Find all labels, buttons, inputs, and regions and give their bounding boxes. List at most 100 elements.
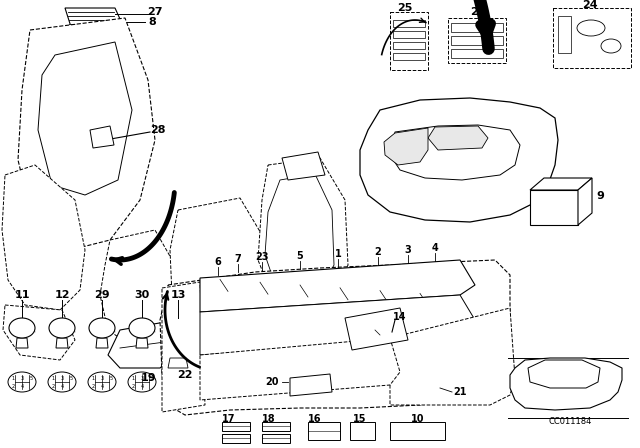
Polygon shape — [96, 338, 108, 348]
Text: 6: 6 — [214, 257, 221, 267]
Polygon shape — [282, 152, 325, 180]
Text: 22: 22 — [177, 370, 193, 380]
Polygon shape — [258, 158, 348, 305]
Text: 1: 1 — [131, 375, 134, 380]
Polygon shape — [530, 190, 578, 225]
Ellipse shape — [48, 372, 76, 392]
Text: 2: 2 — [51, 384, 54, 389]
Ellipse shape — [172, 313, 184, 323]
Polygon shape — [200, 260, 475, 312]
Polygon shape — [530, 178, 592, 190]
Text: 19: 19 — [140, 373, 156, 383]
Ellipse shape — [128, 372, 156, 392]
Polygon shape — [265, 174, 334, 295]
Text: 30: 30 — [134, 290, 150, 300]
Text: 21: 21 — [453, 387, 467, 397]
Polygon shape — [390, 125, 520, 180]
Text: 1: 1 — [12, 375, 15, 380]
Bar — [222, 434, 250, 443]
Text: 4: 4 — [60, 384, 63, 389]
Polygon shape — [510, 358, 622, 410]
Ellipse shape — [8, 372, 36, 392]
Text: 2: 2 — [92, 384, 95, 389]
Text: 13: 13 — [170, 290, 186, 300]
Text: 10: 10 — [412, 414, 425, 424]
Polygon shape — [290, 374, 332, 396]
Text: 5: 5 — [29, 375, 33, 380]
Text: CC011184: CC011184 — [548, 418, 592, 426]
Text: 12: 12 — [54, 290, 70, 300]
Text: 5: 5 — [296, 251, 303, 261]
Text: 1: 1 — [51, 375, 54, 380]
Polygon shape — [255, 280, 358, 348]
Polygon shape — [182, 290, 225, 330]
Polygon shape — [393, 31, 425, 38]
Polygon shape — [393, 20, 425, 27]
Text: 5: 5 — [69, 375, 72, 380]
Text: 14: 14 — [393, 312, 407, 322]
Polygon shape — [451, 49, 503, 58]
Text: 2: 2 — [12, 384, 15, 389]
Text: 26: 26 — [470, 7, 486, 17]
Polygon shape — [200, 338, 400, 400]
Polygon shape — [390, 12, 428, 70]
Polygon shape — [451, 36, 503, 45]
Text: 23: 23 — [255, 252, 269, 262]
Polygon shape — [528, 360, 600, 388]
Bar — [572, 368, 584, 386]
Text: 8: 8 — [148, 17, 156, 27]
Bar — [176, 320, 180, 370]
Bar — [262, 422, 290, 431]
Polygon shape — [390, 308, 515, 405]
Polygon shape — [200, 295, 478, 355]
Bar — [350, 422, 375, 440]
Bar — [556, 368, 568, 386]
Text: 17: 17 — [222, 414, 236, 424]
Polygon shape — [170, 198, 268, 345]
Polygon shape — [160, 260, 510, 415]
Text: 15: 15 — [353, 414, 367, 424]
Bar — [390, 422, 445, 440]
Polygon shape — [448, 18, 506, 63]
Text: 4: 4 — [20, 384, 24, 389]
Bar — [308, 422, 340, 440]
Ellipse shape — [577, 20, 605, 36]
Ellipse shape — [49, 318, 75, 338]
Text: 20: 20 — [265, 377, 279, 387]
Ellipse shape — [89, 318, 115, 338]
Text: 24: 24 — [582, 0, 598, 10]
Text: 9: 9 — [596, 191, 604, 201]
Polygon shape — [16, 338, 28, 348]
Polygon shape — [90, 126, 114, 148]
Text: 4: 4 — [431, 243, 438, 253]
Text: 27: 27 — [147, 7, 163, 17]
Bar — [222, 422, 250, 431]
Polygon shape — [393, 42, 425, 49]
Text: 7: 7 — [235, 254, 241, 264]
Text: 2: 2 — [374, 247, 381, 257]
Polygon shape — [553, 8, 631, 68]
Text: 29: 29 — [94, 290, 110, 300]
Ellipse shape — [88, 372, 116, 392]
Text: 5: 5 — [149, 375, 152, 380]
Polygon shape — [393, 53, 425, 60]
Text: 3: 3 — [20, 375, 24, 380]
Text: 1: 1 — [92, 375, 95, 380]
Ellipse shape — [129, 318, 155, 338]
Polygon shape — [136, 338, 148, 348]
Polygon shape — [3, 305, 75, 360]
Polygon shape — [108, 322, 175, 368]
Text: 3: 3 — [140, 375, 143, 380]
Text: 28: 28 — [150, 125, 166, 135]
Polygon shape — [65, 8, 125, 30]
Text: 3: 3 — [404, 245, 412, 255]
Text: 4: 4 — [100, 384, 104, 389]
Polygon shape — [451, 23, 503, 32]
Polygon shape — [56, 338, 68, 348]
Polygon shape — [578, 178, 592, 225]
Polygon shape — [345, 308, 408, 350]
Polygon shape — [162, 282, 205, 412]
Polygon shape — [558, 16, 571, 53]
Text: 16: 16 — [308, 414, 321, 424]
Text: 25: 25 — [397, 3, 413, 13]
